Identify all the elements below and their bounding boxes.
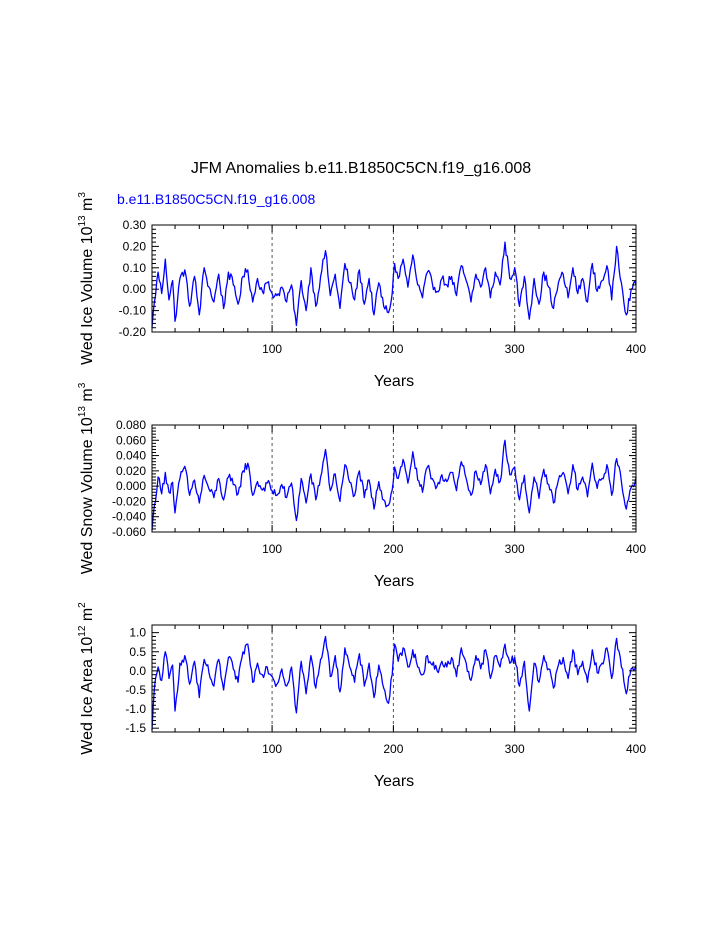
y-tick-label: -0.040 xyxy=(112,510,146,524)
y-axis-label: Wed Snow Volume 1013 m3 xyxy=(77,382,96,574)
y-tick-label: 0.10 xyxy=(123,261,147,275)
y-tick-label: 0.0 xyxy=(129,664,146,678)
y-tick-label: 0.00 xyxy=(123,282,147,296)
x-tick-label: 300 xyxy=(505,542,525,556)
x-tick-label: 300 xyxy=(505,742,525,756)
y-tick-label: -0.020 xyxy=(112,494,146,508)
chart-title: JFM Anomalies b.e11.B1850C5CN.f19_g16.00… xyxy=(191,160,531,177)
y-tick-label: -0.20 xyxy=(119,325,147,339)
y-tick-label: 0.060 xyxy=(116,433,146,447)
x-tick-label: 400 xyxy=(626,742,646,756)
data-series-line xyxy=(151,439,637,531)
y-tick-label: 0.20 xyxy=(123,239,147,253)
data-series-line xyxy=(151,241,637,328)
chart-subtitle: b.e11.B1850C5CN.f19_g16.008 xyxy=(117,191,315,207)
x-tick-label: 200 xyxy=(383,542,403,556)
y-tick-label: 0.5 xyxy=(129,645,146,659)
x-tick-label: 100 xyxy=(262,742,282,756)
x-axis-label: Years xyxy=(374,773,414,790)
panel-3: 100 200 300 400 -1.5 -1.0 -0.5 0.0 0.5 1.0 Years We… xyxy=(77,602,646,790)
y-tick-label: 1.0 xyxy=(129,626,146,640)
x-tick-label: 200 xyxy=(383,742,403,756)
y-tick-label: -1.5 xyxy=(125,721,146,735)
y-tick-label: 0.040 xyxy=(116,449,146,463)
y-axis-label: Wed Ice Area 1012 m2 xyxy=(77,602,96,755)
y-tick-label: 0.000 xyxy=(116,479,146,493)
y-tick-label: -1.0 xyxy=(125,702,146,716)
x-tick-label: 100 xyxy=(262,542,282,556)
y-tick-label: 0.080 xyxy=(116,418,146,432)
panel-1: 100 200 300 400 -0.20 -0.10 0.00 0.10 0.20 0.30 Ye… xyxy=(77,192,646,390)
x-tick-label: 300 xyxy=(505,342,525,356)
y-tick-label: 0.30 xyxy=(123,218,147,232)
data-series-line xyxy=(151,635,637,731)
y-tick-label: -0.10 xyxy=(119,304,147,318)
x-tick-label: 400 xyxy=(626,542,646,556)
x-tick-label: 200 xyxy=(383,342,403,356)
y-tick-label: -0.5 xyxy=(125,683,146,697)
plot-frame xyxy=(151,224,637,333)
x-axis-label: Years xyxy=(374,573,414,590)
plot-frame xyxy=(151,424,637,533)
y-axis-label: Wed Ice Volume 1013 m3 xyxy=(77,192,96,365)
panel-2: 100 200 300 400 -0.060-0.040 -0.0200.0000.020… xyxy=(77,382,646,590)
panels: 100 200 300 400 -0.20 -0.10 0.00 0.10 0.20 0.30 Ye… xyxy=(77,192,646,790)
x-axis-label: Years xyxy=(374,373,414,390)
y-tick-label: 0.020 xyxy=(116,464,146,478)
x-tick-label: 100 xyxy=(262,342,282,356)
y-tick-label: -0.060 xyxy=(112,525,146,539)
x-tick-label: 400 xyxy=(626,342,646,356)
